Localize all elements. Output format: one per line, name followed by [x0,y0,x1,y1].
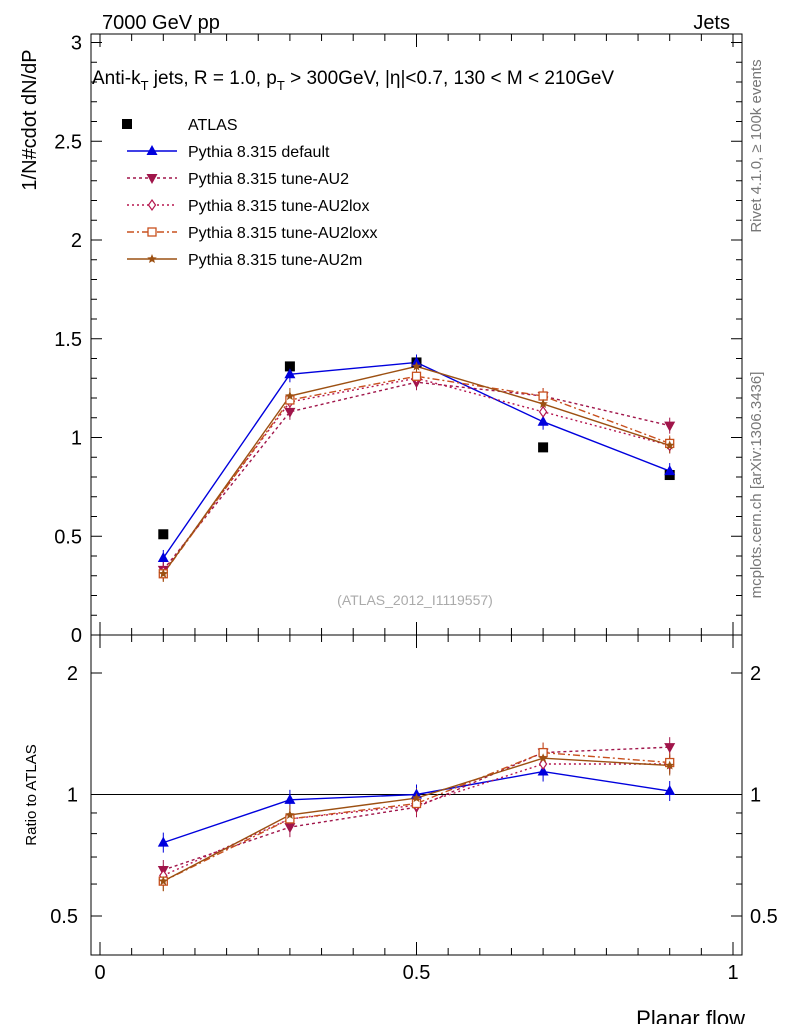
ratio-ytick-label-left: 0.5 [50,906,78,928]
ratio-xtick-label: 0 [94,962,105,984]
ratio-ylabel: Ratio to ATLAS [23,744,40,845]
ratio-line-pythia-8-315-tune-au2loxx [162,751,670,882]
legend-label-atlas: ATLAS [188,117,238,134]
ratio-point-pythia-8-315-tune-au2m [411,793,422,803]
ratio-point-pythia-8-315-tune-au2m [664,760,675,770]
header-left: 7000 GeV pp [102,12,220,34]
ratio-point-pythia-8-315-tune-au2m [538,753,548,763]
main-ytick-label: 2.5 [54,131,82,153]
legend-marker-pythia-8-315-tune-au2loxx [147,227,157,237]
rivet-label: Rivet 4.1.0, ≥ 100k events [748,59,765,232]
main-ytick-label: 0.5 [54,526,82,548]
ratio-point-pythia-8-315-tune-au2m [285,809,295,819]
ratio-point-pythia-8-315-default [157,836,169,847]
ratio-ytick-label-left: 2 [67,663,78,685]
ratio-point-pythia-8-315-default [284,793,296,804]
ratio-line-pythia-8-315-tune-au2lox [163,763,670,877]
main-point-pythia-8-315-default [157,551,169,562]
ratio-line-pythia-8-315-tune-au2m [162,757,670,882]
main-point-pythia-8-315-default [664,465,676,476]
main-point-pythia-8-315-tune-au2m [538,398,548,408]
legend-label-pythia-8-315-tune-au2loxx: Pythia 8.315 tune-AU2loxx [188,225,377,242]
ratio-xtick-label: 1 [727,962,738,984]
main-line-pythia-8-315-default [162,361,670,559]
ratio-ytick-label-right: 1 [750,785,761,807]
ratio-ytick-label-right: 2 [750,663,761,685]
main-point-pythia-8-315-tune-au2m [158,568,169,578]
mcplots-label: mcplots.cern.ch [arXiv:1306.3436] [748,372,765,599]
ratio-ytick-label-right: 0.5 [750,906,778,928]
main-point-pythia-8-315-tune-au2loxx [538,391,548,401]
main-point-pythia-8-315-tune-au2m [411,361,422,371]
main-point-pythia-8-315-tune-au2 [664,421,676,432]
ratio-point-pythia-8-315-tune-au2 [284,823,296,834]
ratio-point-pythia-8-315-tune-au2loxx [411,798,422,809]
main-point-pythia-8-315-tune-au2lox [538,405,548,418]
main-line-pythia-8-315-tune-au2 [162,381,670,571]
main-ylabel: 1/N#cdot dN/dP [19,49,41,190]
ratio-point-pythia-8-315-tune-au2 [664,743,676,754]
main-point-pythia-8-315-tune-au2m [285,391,295,401]
ratio-xlabel: Planar flow [636,1006,745,1024]
main-point-pythia-8-315-default [537,415,549,426]
main-point-pythia-8-315-tune-au2 [284,407,296,418]
legend-label-pythia-8-315-tune-au2m: Pythia 8.315 tune-AU2m [188,252,362,269]
legend-label-pythia-8-315-tune-au2: Pythia 8.315 tune-AU2 [188,171,349,188]
ratio-xtick-label: 0.5 [403,962,431,984]
legend-marker-pythia-8-315-default [146,145,158,155]
ratio-ytick-label-left: 1 [67,785,78,807]
main-point-pythia-8-315-default [284,368,296,379]
legend-label-pythia-8-315-tune-au2lox: Pythia 8.315 tune-AU2lox [188,198,369,215]
header-right: Jets [693,12,730,34]
legend-marker-pythia-8-315-tune-au2m [147,254,157,264]
legend-marker-pythia-8-315-tune-au2lox [147,198,157,212]
main-ytick-label: 3 [71,33,82,55]
legend-marker-pythia-8-315-tune-au2 [146,174,158,184]
main-ytick-label: 2 [71,230,82,252]
main-point-atlas [538,442,549,453]
main-point-atlas [158,529,169,540]
plot-title: Anti-kT jets, R = 1.0, pT > 300GeV, |η|<… [92,68,614,93]
analysis-watermark: (ATLAS_2012_I1119557) [337,592,493,608]
main-point-pythia-8-315-tune-au2m [664,440,675,450]
legend-label-pythia-8-315-default: Pythia 8.315 default [188,144,330,161]
ratio-point-pythia-8-315-default [537,765,549,776]
ratio-point-pythia-8-315-default [664,785,676,796]
main-point-atlas [284,361,295,372]
main-ytick-label: 0 [71,625,82,647]
main-point-pythia-8-315-tune-au2loxx [411,371,422,381]
legend-marker-atlas [122,119,132,129]
ratio-point-pythia-8-315-tune-au2m [158,876,169,886]
main-ytick-label: 1.5 [54,329,82,351]
main-ytick-label: 1 [71,428,82,450]
